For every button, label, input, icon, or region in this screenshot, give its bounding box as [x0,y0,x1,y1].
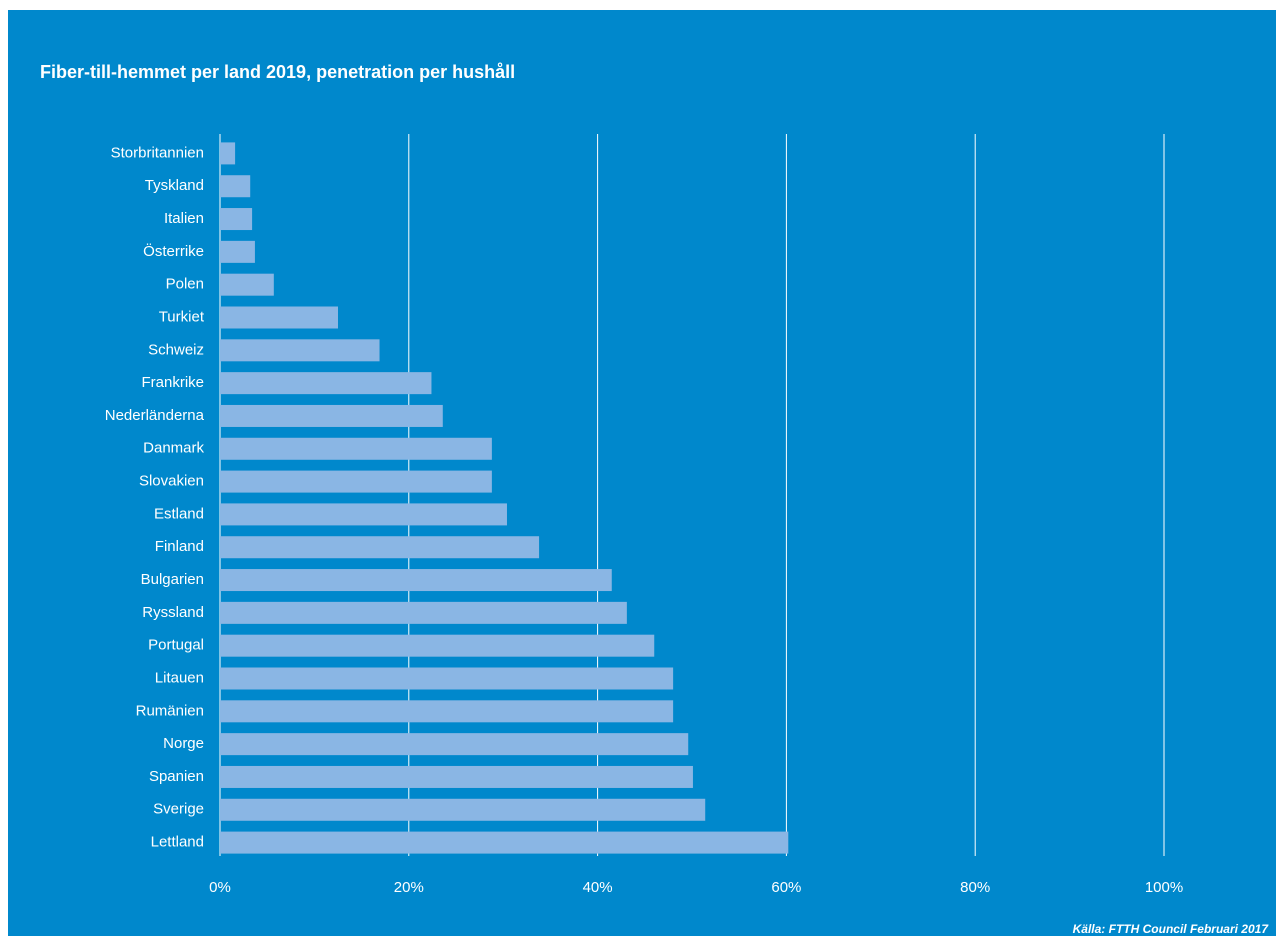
chart-title: Fiber-till-hemmet per land 2019, penetra… [40,62,515,82]
bar [220,437,492,460]
bar [220,273,274,296]
x-tick-label: 40% [583,879,613,896]
bar [220,634,655,657]
y-tick-label: Norge [163,735,204,752]
y-tick-label: Lettland [151,834,204,851]
x-tick-label: 80% [960,879,990,896]
bar [220,240,255,263]
bar [220,372,432,395]
y-tick-label: Estland [154,505,204,522]
bar [220,798,706,821]
x-tick-label: 20% [394,879,424,896]
y-tick-label: Frankrike [141,374,204,391]
bar [220,700,674,723]
y-tick-label: Italien [164,210,204,227]
x-tick-label: 0% [209,879,231,896]
y-tick-label: Nederländerna [105,407,205,424]
y-tick-label: Slovakien [139,473,204,490]
y-tick-label: Tyskland [145,177,204,194]
source-note: Källa: FTTH Council Februari 2017 [1073,922,1270,936]
y-tick-label: Danmark [143,440,204,457]
bar [220,601,627,624]
y-tick-label: Portugal [148,637,204,654]
y-tick-label: Spanien [149,768,204,785]
y-tick-label: Schweiz [148,341,204,358]
bar [220,765,693,788]
bar [220,667,674,690]
y-tick-label: Finland [155,538,204,555]
y-tick-label: Ryssland [142,604,204,621]
y-tick-label: Polen [166,276,204,293]
y-tick-label: Turkiet [159,308,205,325]
bar [220,470,492,493]
y-tick-label: Österrike [143,242,204,260]
bar [220,175,251,198]
y-tick-label: Litauen [155,669,204,686]
bar [220,733,689,756]
bar [220,503,507,526]
bar [220,208,253,231]
x-tick-label: 60% [771,879,801,896]
bar [220,831,789,854]
bar [220,306,338,329]
bar [220,569,612,592]
bar [220,404,443,427]
bar [220,339,380,362]
bar [220,142,236,165]
y-tick-label: Rumänien [136,702,204,719]
bar [220,536,540,559]
y-tick-label: Sverige [153,801,204,818]
x-tick-label: 100% [1145,879,1183,896]
y-tick-label: Storbritannien [111,144,204,161]
y-tick-label: Bulgarien [141,571,204,588]
